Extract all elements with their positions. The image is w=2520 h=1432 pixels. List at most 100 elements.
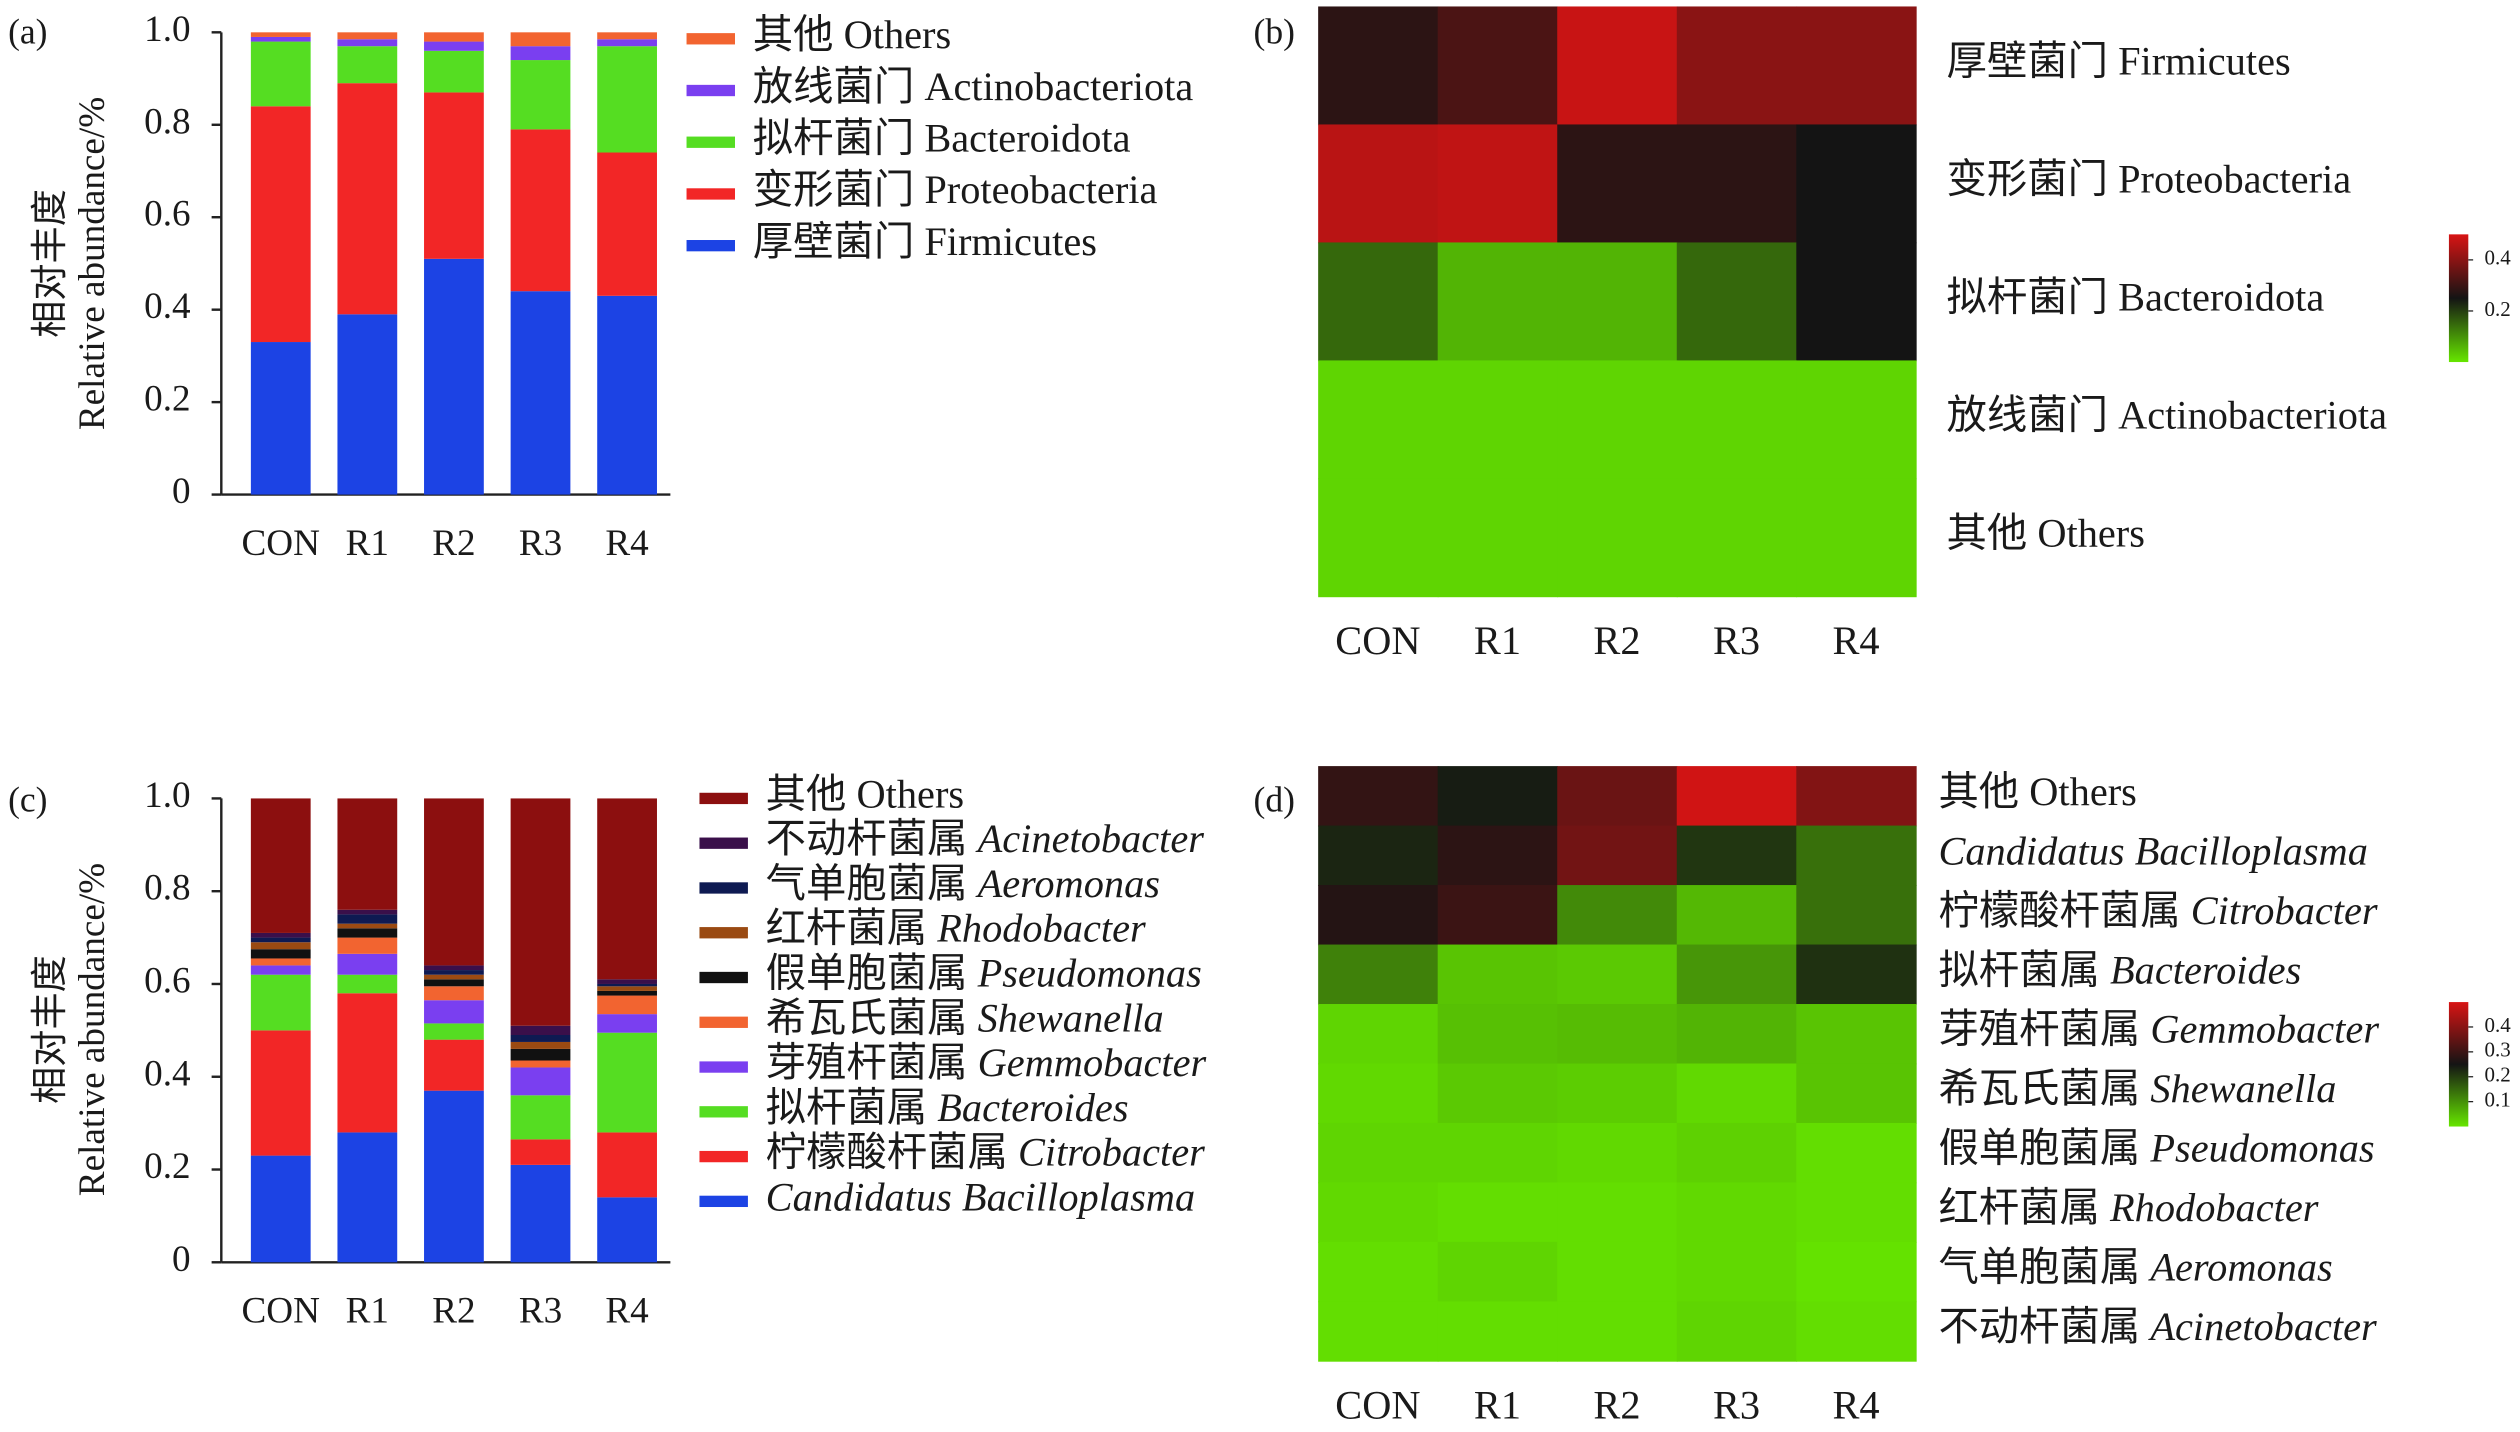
row-label: 其他 Others <box>1947 511 2145 556</box>
bar-segment <box>424 92 484 259</box>
heatmap-cell <box>1557 1004 1678 1065</box>
x-tick-label: R2 <box>432 1291 475 1332</box>
x-tick-label: CON <box>242 523 320 564</box>
heatmap-cell <box>1557 360 1678 480</box>
legend-swatch <box>686 84 735 97</box>
legend-label: 放线菌门 Actinobacteriota <box>753 64 1194 109</box>
heatmap-cell <box>1796 1122 1917 1184</box>
heatmap-cell <box>1437 1063 1559 1124</box>
column-label: CON <box>1335 1383 1420 1428</box>
bar-segment <box>510 1067 571 1096</box>
legend-label: 变形菌门 Proteobacteria <box>753 167 1158 212</box>
bar-segment <box>250 1155 311 1263</box>
heatmap-cell <box>1437 1182 1559 1243</box>
legend-label: 不动杆菌属 Acinetobacter <box>766 816 1205 861</box>
heatmap-cell <box>1318 360 1439 480</box>
heatmap-cell <box>1318 124 1439 244</box>
bar-segment <box>424 1039 484 1091</box>
bar-segment <box>597 1032 657 1133</box>
y-tick-label: 0.8 <box>144 101 190 142</box>
heatmap-cell <box>1318 242 1439 362</box>
bar-segment <box>597 39 657 47</box>
bar-segment <box>597 1132 657 1198</box>
colorbar <box>2448 1002 2469 1127</box>
heatmap-cell <box>1318 825 1439 886</box>
colorbar-tick-label: 0.4 <box>2484 1013 2511 1037</box>
heatmap-cell <box>1318 1301 1439 1362</box>
bar-segment <box>250 36 311 42</box>
heatmap-cell <box>1437 478 1559 598</box>
heatmap-cell <box>1557 1122 1678 1184</box>
bar-segment <box>510 1041 571 1049</box>
heatmap-cell <box>1437 825 1559 886</box>
row-label: 红杆菌属 Rhodobacter <box>1938 1185 2318 1230</box>
column-label: R2 <box>1593 1383 1640 1428</box>
heatmap-cell <box>1318 766 1439 827</box>
heatmap-cell <box>1437 766 1559 827</box>
bar-segment <box>424 258 484 495</box>
heatmap-cell <box>1676 124 1798 244</box>
heatmap-cell <box>1557 1301 1678 1362</box>
heatmap-cell <box>1796 1004 1917 1065</box>
bar-segment <box>510 1139 571 1165</box>
legend-label: 气单胞菌属 Aeromonas <box>766 861 1160 906</box>
heatmap-cell <box>1796 944 1917 1005</box>
row-label: 拟杆菌门 Bacteroidota <box>1947 275 2325 320</box>
bar-segment <box>597 983 657 987</box>
heatmap-cell <box>1796 885 1917 946</box>
heatmap-cell <box>1676 825 1798 886</box>
legend-label: Candidatus Bacilloplasma <box>766 1175 1195 1220</box>
y-tick-label: 0.2 <box>144 379 190 420</box>
y-tick-label: 1.0 <box>144 9 190 50</box>
row-label: 其他 Others <box>1938 769 2136 814</box>
heatmap-cell <box>1676 885 1798 946</box>
x-tick-label: R2 <box>432 523 475 564</box>
y-tick-label: 0.6 <box>144 194 190 235</box>
y-tick-label: 0.4 <box>144 1053 190 1094</box>
bar-segment <box>510 1025 571 1035</box>
legend-swatch <box>699 837 748 849</box>
heatmap-cell <box>1437 1122 1559 1184</box>
y-tick-label: 1.0 <box>144 775 190 816</box>
legend-swatch <box>699 1061 748 1073</box>
heatmap-cell <box>1796 1301 1917 1362</box>
heatmap-cell <box>1676 1182 1798 1243</box>
legend-swatch <box>699 971 748 984</box>
heatmap-cell <box>1557 944 1678 1005</box>
bar-segment <box>424 1090 484 1263</box>
heatmap-cell <box>1796 360 1917 480</box>
bar-segment <box>337 928 398 938</box>
x-tick-label: CON <box>242 1291 320 1332</box>
bar-segment <box>510 1164 571 1263</box>
heatmap-cell <box>1318 1182 1439 1243</box>
legend-swatch <box>699 1150 748 1163</box>
heatmap-cell <box>1437 6 1559 126</box>
heatmap-cell <box>1318 944 1439 1005</box>
row-label: 希瓦氏菌属 Shewanella <box>1938 1066 2336 1111</box>
colorbar <box>2448 234 2469 363</box>
x-tick-label: R1 <box>346 523 389 564</box>
legend-swatch <box>699 792 748 805</box>
heatmap-cell <box>1796 242 1917 362</box>
row-label: 气单胞菌属 Aeromonas <box>1938 1245 2332 1290</box>
legend-swatch <box>686 240 735 252</box>
legend-label: 柠檬酸杆菌属 Citrobacter <box>766 1130 1205 1175</box>
panel-label: (c) <box>8 779 47 819</box>
bar-segment <box>597 1014 657 1033</box>
colorbar-tick-label: 0.1 <box>2484 1087 2510 1111</box>
panel-label: (b) <box>1254 12 1295 52</box>
row-label: 厚壁菌门 Firmicutes <box>1947 39 2291 84</box>
legend-label: 假单胞菌属 Pseudomonas <box>766 951 1202 996</box>
column-label: R1 <box>1474 618 1521 663</box>
bar-segment <box>337 953 398 975</box>
heatmap-cell <box>1437 885 1559 946</box>
heatmap-cell <box>1796 825 1917 886</box>
bar-segment <box>424 1023 484 1040</box>
row-label: 芽殖杆菌属 Gemmobacter <box>1938 1007 2379 1052</box>
heatmap-cell <box>1557 6 1678 126</box>
legend-swatch <box>699 1106 748 1118</box>
legend-swatch <box>699 1016 748 1028</box>
row-label: 变形菌门 Proteobacteria <box>1947 157 2352 202</box>
x-tick-label: R4 <box>605 1291 648 1332</box>
bar-segment <box>250 942 311 950</box>
